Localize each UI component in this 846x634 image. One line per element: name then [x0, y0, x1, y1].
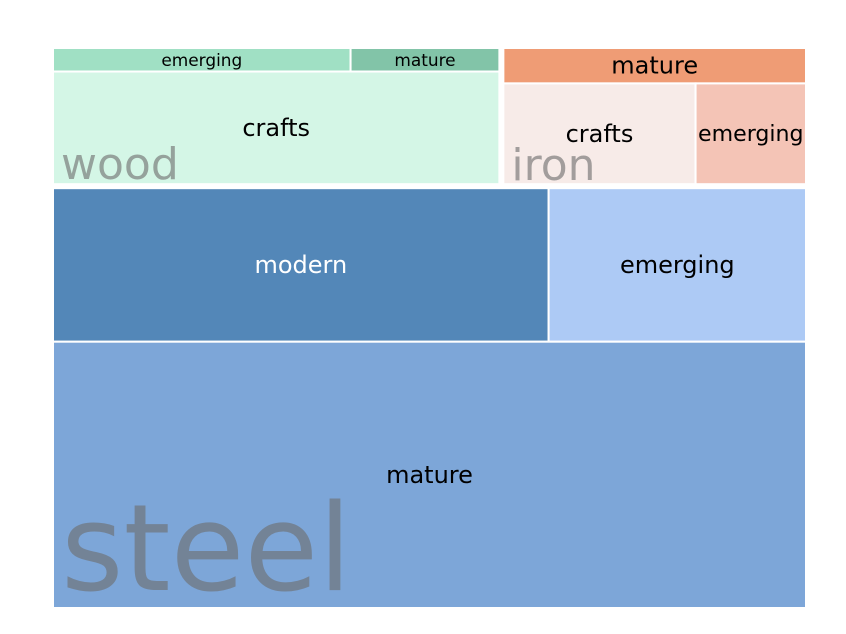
leaf-steel-mature[interactable] [52, 340, 807, 609]
leaf-label-iron-mature: mature [611, 52, 698, 80]
leaf-steel-emerging[interactable] [547, 187, 807, 343]
leaf-label-steel-mature: mature [386, 461, 473, 489]
leaf-label-steel-emerging: emerging [620, 251, 735, 279]
leaf-label-wood-crafts: crafts [242, 114, 310, 142]
leaf-label-wood-emerging: emerging [161, 50, 242, 70]
group-label-iron: iron [511, 140, 595, 191]
leaf-iron-emerging[interactable] [694, 82, 808, 186]
leaf-label-steel-modern: modern [254, 251, 347, 279]
leaf-wood-crafts[interactable] [52, 70, 501, 186]
leaf-steel-modern[interactable] [52, 187, 550, 343]
leaf-iron-mature[interactable] [502, 47, 807, 85]
leaf-label-wood-mature: mature [394, 50, 455, 70]
leaf-layer [52, 47, 808, 609]
leaf-label-iron-crafts: crafts [566, 120, 634, 148]
group-label-layer: wood iron steel [61, 139, 596, 619]
leaf-label-iron-emerging: emerging [698, 122, 804, 147]
group-label-steel: steel [61, 480, 352, 619]
leaf-label-layer: emerging mature crafts mature crafts emerging… [161, 50, 803, 489]
group-label-wood: wood [61, 139, 179, 190]
